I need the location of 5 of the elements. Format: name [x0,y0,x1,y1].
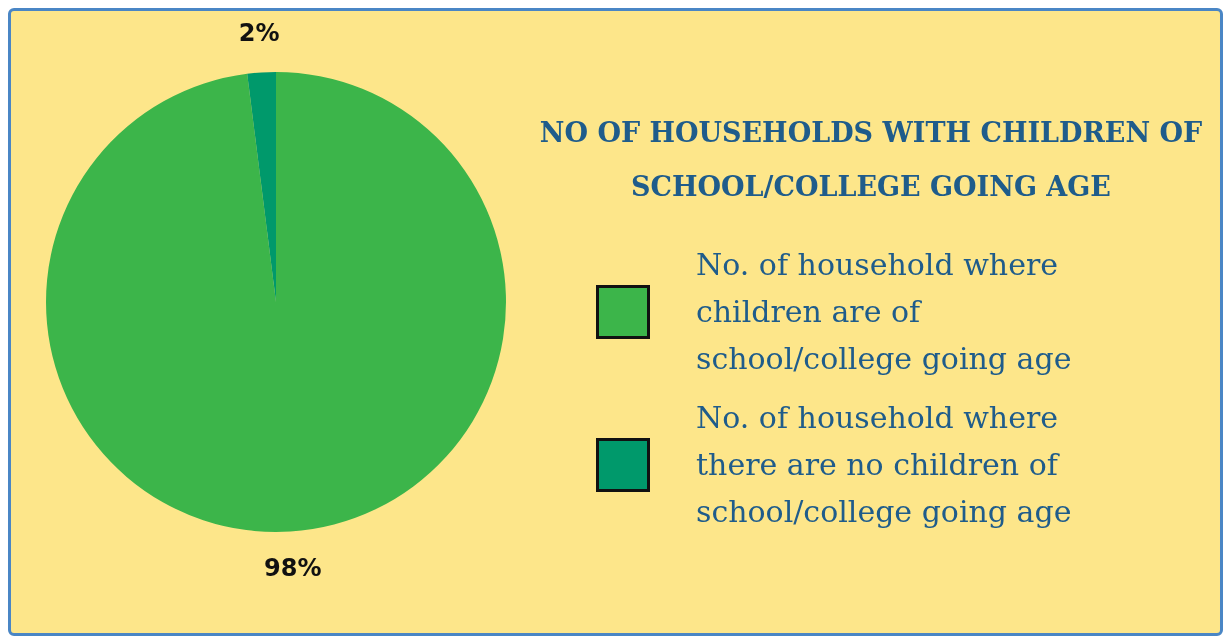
data-label: 98% [264,553,322,582]
legend-label: No. of household where there are no children of school/college going age [696,399,1073,531]
legend-label: No. of household where children are of school/college going age [696,246,1073,378]
data-label: 2% [238,18,280,47]
text: NO OF HOUSEHOLDS WITH CHILDREN OF SCHOOL/COLLEGE GOING AGE [538,116,1204,204]
